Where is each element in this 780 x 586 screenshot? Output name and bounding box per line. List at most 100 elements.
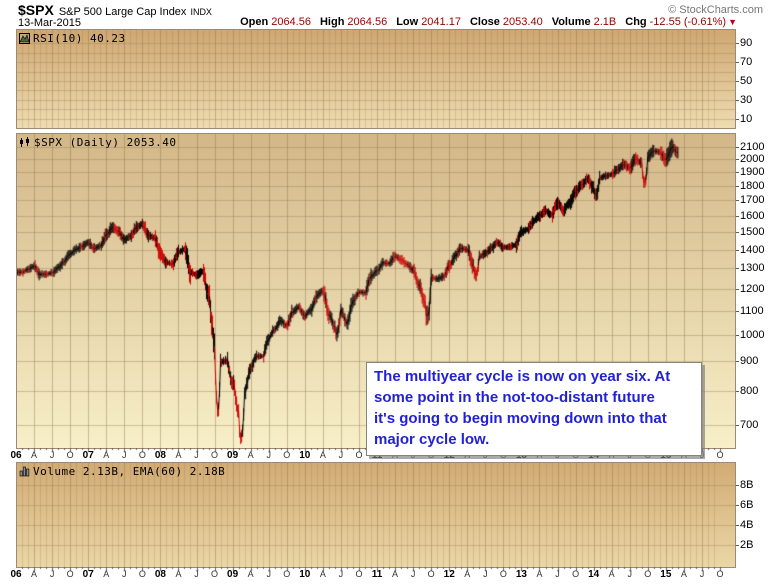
- xaxis-year-label: 14: [588, 569, 600, 580]
- volume-panel-label: Volume 2.13B, EMA(60) 2.18B: [19, 465, 225, 478]
- xaxis-month-label: O: [355, 450, 363, 460]
- quote-date: 13-Mar-2015: [18, 17, 81, 29]
- xaxis-year-label: 09: [227, 569, 239, 580]
- xaxis-year-label: 06: [10, 450, 22, 461]
- xaxis-year-label: 08: [154, 569, 166, 580]
- xaxis-month-label: J: [266, 450, 271, 460]
- open-value: 2064.56: [271, 16, 311, 28]
- xaxis-month-label: A: [175, 569, 182, 579]
- xaxis-month-label: J: [483, 569, 488, 579]
- annotation-line: it's going to begin moving down into tha…: [374, 410, 667, 427]
- xaxis-month-label: A: [103, 569, 110, 579]
- volume-axis-label-tick: [736, 525, 739, 526]
- price-axis-label-tick: [736, 147, 739, 148]
- price-axis-label-tick: [736, 172, 739, 174]
- xaxis-month-label: O: [427, 569, 435, 579]
- price-axis-label-tick: [736, 425, 739, 427]
- price-axis-label-tick: [736, 334, 739, 336]
- volume-grid-canvas: [17, 463, 735, 567]
- chart-annotation-note: The multiyear cycle is now on year six. …: [366, 362, 702, 456]
- xaxis-month-label: A: [319, 450, 326, 460]
- volume-xaxis-ticks: [17, 567, 735, 571]
- xaxis-month-label: A: [464, 569, 471, 579]
- xaxis-month-label: A: [319, 569, 326, 579]
- xaxis-month-label: O: [499, 569, 507, 579]
- ticker-symbol: $SPX: [18, 2, 54, 18]
- volume-axis-label: 4B: [740, 519, 754, 531]
- xaxis-month-label: J: [266, 569, 271, 579]
- xaxis-month-label: J: [699, 569, 705, 579]
- xaxis-month-label: O: [644, 569, 652, 579]
- exchange-label: INDX: [190, 7, 212, 17]
- low-label: Low: [396, 16, 419, 28]
- xaxis-month-label: A: [175, 450, 182, 460]
- xaxis-month-label: O: [66, 569, 74, 579]
- low-value: 2041.17: [421, 16, 461, 28]
- xaxis-year-label: 07: [82, 569, 94, 580]
- price-axis-label-tick: [736, 310, 739, 312]
- annotation-line: some point in the not-too-distant future: [374, 389, 655, 406]
- xaxis-month-label: J: [194, 569, 199, 579]
- xaxis-month-label: O: [716, 569, 724, 579]
- price-axis-label-tick: [736, 215, 739, 217]
- rsi-axis-label: 70: [740, 56, 753, 69]
- price-axis-label: 1000: [740, 328, 765, 341]
- price-axis-label-tick: [736, 361, 739, 363]
- index-name: S&P 500 Large Cap Index: [58, 6, 187, 18]
- xaxis-month-label: A: [103, 450, 110, 460]
- xaxis-month-label: A: [247, 569, 254, 579]
- rsi-axis-label-tick: [736, 99, 739, 101]
- price-axis-label: 1900: [740, 166, 765, 179]
- xaxis-month-label: A: [536, 569, 543, 579]
- xaxis-month-label: O: [138, 569, 146, 579]
- annotation-line: The multiyear cycle is now on year six. …: [374, 368, 671, 385]
- rsi-axis-label-tick: [736, 81, 739, 82]
- volume-value: 2.1B: [593, 16, 617, 28]
- chg-value: -12.55 (-0.61%): [649, 16, 727, 28]
- rsi-mountain-icon: [19, 33, 30, 44]
- volume-axis-label-tick: [736, 545, 739, 546]
- price-axis-label-tick: [736, 159, 739, 161]
- xaxis-year-label: 15: [660, 569, 672, 580]
- price-label-text: $SPX (Daily) 2053.40: [34, 136, 177, 149]
- high-label: High: [319, 16, 345, 28]
- price-axis-label-tick: [736, 200, 739, 202]
- rsi-axis-label: 90: [740, 37, 753, 50]
- xaxis-month-label: J: [555, 569, 560, 579]
- rsi-label-text: RSI(10) 40.23: [33, 32, 126, 45]
- volume-axis-label-tick: [736, 505, 739, 506]
- price-axis-label-tick: [736, 288, 739, 290]
- xaxis-month-label: J: [122, 450, 127, 460]
- rsi-indicator-panel: RSI(10) 40.23: [16, 29, 736, 129]
- price-axis-label: 1600: [740, 209, 765, 222]
- xaxis-year-label: 09: [227, 450, 239, 461]
- xaxis-month-label: A: [31, 569, 38, 579]
- xaxis-year-label: 13: [515, 569, 527, 580]
- price-axis-label-tick: [736, 232, 739, 234]
- xaxis-month-label: A: [247, 450, 254, 460]
- xaxis-month-label: J: [194, 450, 199, 460]
- rsi-axis-label: 10: [740, 112, 753, 125]
- volume-panel: Volume 2.13B, EMA(60) 2.18B: [16, 462, 736, 568]
- price-panel-label: $SPX (Daily) 2053.40: [19, 136, 176, 149]
- xaxis-year-label: 07: [82, 450, 94, 461]
- xaxis-month-label: J: [49, 569, 55, 579]
- price-axis-label: 900: [740, 355, 759, 368]
- price-axis-label: 1400: [740, 243, 765, 256]
- close-value: 2053.40: [502, 16, 543, 28]
- xaxis-month-label: O: [211, 450, 219, 460]
- price-axis-label: 2000: [740, 153, 765, 166]
- xaxis-month-label: O: [283, 450, 291, 460]
- price-axis-label-tick: [736, 186, 739, 187]
- volume-label: Volume: [551, 16, 591, 28]
- candlestick-icon: [20, 137, 29, 147]
- xaxis-month-label: J: [410, 569, 416, 579]
- xaxis-month-label: J: [627, 569, 632, 579]
- xaxis-month-label: A: [608, 569, 615, 579]
- volume-bars-icon: [19, 466, 30, 477]
- volume-xaxis-labels: 06 A J O 07 A J O 08 A J O 09 A J O 10 A J O 11 A J O 12 A J O 13 A J O…: [0, 569, 780, 582]
- xaxis-year-label: 10: [299, 569, 311, 580]
- xaxis-month-label: J: [122, 569, 127, 579]
- down-triangle-icon: ▼: [728, 17, 737, 27]
